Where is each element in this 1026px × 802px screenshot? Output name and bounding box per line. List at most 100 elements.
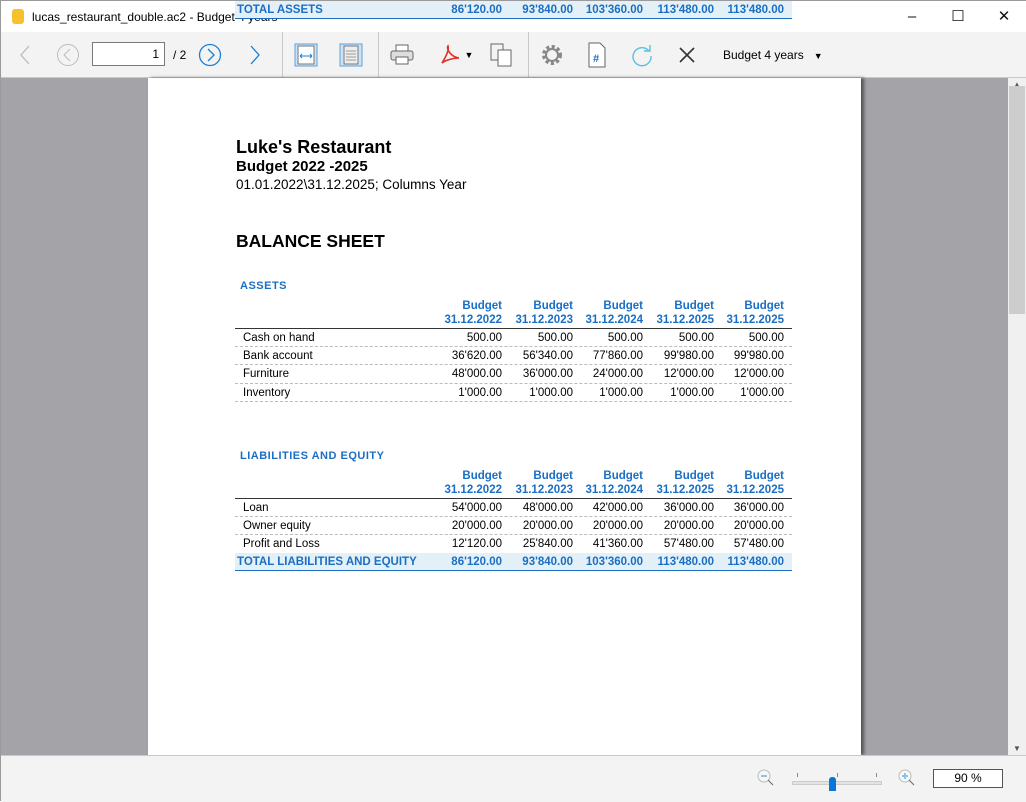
report-page: Luke's Restaurant Budget 2022 -2025 01.0… [148,78,861,755]
zoom-in-icon [898,769,915,786]
copy-button[interactable] [487,40,515,70]
total-value: 86'120.00 [451,556,502,568]
fit-width-icon [294,43,318,67]
cell-value: 48'000.00 [451,368,502,380]
total-value: 93'840.00 [522,556,573,568]
column-header: Budget 31.12.2024 [585,300,643,326]
column-header: Budget 31.12.2024 [585,470,643,496]
report-period: 01.01.2022\31.12.2025; Columns Year [236,177,467,192]
close-window-button[interactable]: ✕ [997,8,1011,25]
cell-value: 1'000.00 [458,387,502,399]
total-value: 93'840.00 [522,4,573,16]
close-report-button[interactable] [674,40,700,70]
print-button[interactable] [388,40,416,70]
report-select[interactable]: Budget 4 years ▼ [723,48,823,62]
refresh-icon [632,45,652,67]
export-pdf-button[interactable]: ▼ [433,40,477,70]
cell-value: 500.00 [537,332,573,344]
header-divider [235,328,792,329]
zoom-in-button[interactable] [897,768,917,793]
table-row: Furniture 48'000.00 36'000.00 24'000.00 12'0… [235,365,792,384]
report-heading: BALANCE SHEET [236,231,385,251]
next-page-button[interactable] [197,40,223,70]
cell-value: 12'120.00 [451,538,502,550]
first-page-button[interactable] [13,40,37,70]
total-value: 103'360.00 [585,556,643,568]
maximize-button[interactable]: ☐ [951,8,965,25]
cell-value: 48'000.00 [522,502,573,514]
cell-value: 77'860.00 [592,350,643,362]
page-numbering-button[interactable]: # [583,40,611,70]
dropdown-arrow-icon: ▼ [813,51,823,61]
total-row: TOTAL ASSETS 86'120.00 93'840.00 103'360.00… [235,1,792,19]
cell-value: 20'000.00 [522,520,573,532]
total-value: 103'360.00 [585,4,643,16]
table-row: Profit and Loss 12'120.00 25'840.00 41'360.… [235,535,792,554]
table-row: Cash on hand 500.00 500.00 500.00 500.00 500.… [235,329,792,347]
pdf-icon [440,44,459,64]
cell-value: 500.00 [607,332,643,344]
cell-value: 1'000.00 [599,387,643,399]
printer-icon [390,44,414,65]
hash-document-icon: # [588,42,606,68]
chevron-left-icon [20,45,30,65]
scroll-up-icon[interactable]: ▲ [1013,80,1021,89]
cell-value: 36'620.00 [451,350,502,362]
total-value: 113'480.00 [727,556,784,568]
cell-value: 1'000.00 [529,387,573,399]
table-row: Bank account 36'620.00 56'340.00 77'860.00 9… [235,347,792,365]
section-title: ASSETS [240,280,288,292]
report-viewer: Luke's Restaurant Budget 2022 -2025 01.0… [1,1,1008,755]
scrollbar-thumb[interactable] [1009,86,1025,314]
scroll-down-icon[interactable]: ▼ [1013,744,1021,753]
column-header: Budget 31.12.2022 [444,300,502,326]
fit-width-button[interactable] [293,40,319,70]
zoom-slider-handle[interactable] [829,777,836,791]
total-value: 113'480.00 [657,4,714,16]
fit-page-button[interactable] [338,40,364,70]
table-row: Loan 54'000.00 48'000.00 42'000.00 36'000.00… [235,499,792,517]
cell-value: 99'980.00 [733,350,784,362]
cell-value: 36'000.00 [663,502,714,514]
column-header: Budget 31.12.2022 [444,470,502,496]
circle-left-icon [57,44,79,66]
page-number-input[interactable]: 1 [92,42,165,66]
zoom-slider[interactable] [791,763,883,793]
cell-value: 500.00 [466,332,502,344]
dropdown-arrow-icon: ▼ [464,50,474,60]
cell-value: 36'000.00 [733,502,784,514]
table-row: Owner equity 20'000.00 20'000.00 20'000.00 2… [235,517,792,535]
table-row: Inventory 1'000.00 1'000.00 1'000.00 1'000.0… [235,384,792,402]
cell-value: 500.00 [748,332,784,344]
toolbar: 1 / 2 ▼ # Budget 4 years ▼ [1,32,1026,78]
cell-value: 20'000.00 [592,520,643,532]
zoom-out-icon [757,769,774,786]
total-value: 113'480.00 [727,4,784,16]
cell-value: 36'000.00 [522,368,573,380]
cell-value: 500.00 [678,332,714,344]
minimize-button[interactable]: – [907,7,917,25]
refresh-button[interactable] [628,40,656,70]
total-row: TOTAL LIABILITIES AND EQUITY 86'120.00 93'… [235,553,792,571]
total-value: 113'480.00 [657,556,714,568]
cell-value: 54'000.00 [451,502,502,514]
cell-value: 57'480.00 [733,538,784,550]
page-total: / 2 [173,48,187,62]
last-page-button[interactable] [243,40,267,70]
cell-value: 25'840.00 [522,538,573,550]
zoom-input[interactable]: 90 % [933,769,1003,788]
circle-right-icon [198,43,222,67]
cell-value: 20'000.00 [733,520,784,532]
cell-value: 20'000.00 [663,520,714,532]
previous-page-button[interactable] [55,40,81,70]
report-subtitle: Budget 2022 -2025 [236,158,368,175]
column-header: Budget 31.12.2025 [726,300,784,326]
cell-value: 42'000.00 [592,502,643,514]
cell-value: 1'000.00 [740,387,784,399]
zoom-out-button[interactable] [756,768,776,793]
cell-value: 99'980.00 [663,350,714,362]
total-value: 86'120.00 [451,4,502,16]
cell-value: 24'000.00 [592,368,643,380]
section-title: LIABILITIES AND EQUITY [240,450,385,462]
settings-button[interactable] [538,40,566,70]
